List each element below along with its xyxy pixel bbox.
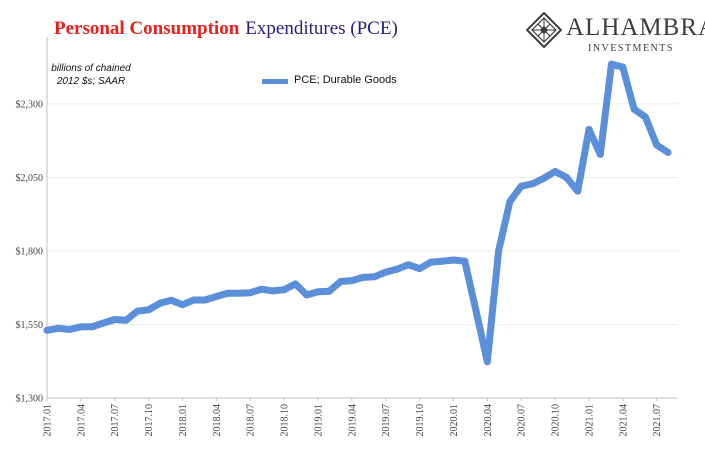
data-point bbox=[359, 273, 367, 281]
data-point bbox=[179, 301, 186, 309]
data-point bbox=[167, 296, 175, 304]
data-point bbox=[608, 60, 615, 68]
data-point bbox=[483, 358, 491, 366]
x-tick-label: 2017.10 bbox=[144, 404, 155, 437]
data-point bbox=[133, 307, 141, 315]
data-point bbox=[291, 280, 299, 288]
data-point bbox=[145, 306, 153, 314]
data-point bbox=[280, 286, 288, 294]
legend-label: PCE; Durable Goods bbox=[294, 74, 397, 86]
data-point bbox=[258, 285, 265, 293]
x-tick-label: 2019.04 bbox=[347, 404, 358, 437]
data-point bbox=[269, 287, 277, 295]
data-point bbox=[562, 173, 570, 181]
y-tick-label: $1,550 bbox=[16, 320, 44, 331]
logo-subtitle: INVESTMENTS bbox=[588, 43, 674, 54]
data-point bbox=[54, 324, 62, 332]
data-point bbox=[404, 261, 412, 269]
data-point bbox=[325, 287, 333, 295]
data-point bbox=[574, 187, 582, 195]
data-point bbox=[314, 288, 322, 296]
data-point bbox=[472, 307, 480, 315]
data-point bbox=[630, 105, 638, 113]
logo-name: ALHAMBRA bbox=[566, 14, 705, 41]
data-point bbox=[100, 319, 107, 327]
data-point bbox=[619, 63, 627, 71]
data-point bbox=[517, 182, 525, 190]
data-point bbox=[122, 316, 130, 324]
y-tick-label: $2,050 bbox=[16, 173, 44, 184]
data-point bbox=[246, 289, 254, 297]
x-tick-label: 2021.01 bbox=[584, 404, 595, 437]
data-point bbox=[235, 289, 243, 297]
y-tick-label: $2,300 bbox=[16, 99, 44, 110]
x-tick-label: 2020.10 bbox=[551, 404, 562, 437]
data-point bbox=[495, 247, 503, 255]
data-point bbox=[201, 296, 209, 304]
data-point bbox=[190, 296, 198, 304]
data-point bbox=[596, 150, 604, 158]
data-point bbox=[393, 265, 401, 273]
data-point bbox=[438, 257, 446, 265]
x-tick-label: 2017.07 bbox=[110, 404, 121, 437]
data-point bbox=[66, 326, 74, 333]
y-axis-unit-note: billions of chained 2012 $s; SAAR bbox=[51, 63, 131, 87]
data-point bbox=[111, 316, 119, 323]
data-point bbox=[416, 265, 424, 273]
data-point bbox=[641, 113, 649, 121]
data-point bbox=[212, 293, 220, 300]
data-point bbox=[88, 323, 96, 331]
title-part-red: Personal Consumption bbox=[54, 18, 240, 39]
x-tick-label: 2021.07 bbox=[652, 404, 663, 437]
title-part-navy: Expenditures (PCE) bbox=[245, 18, 398, 39]
data-point bbox=[77, 323, 85, 331]
data-point bbox=[664, 148, 672, 156]
chart-title: Personal Consumption Expenditures (PCE) bbox=[54, 18, 398, 40]
alhambra-logo: ALHAMBRA INVESTMENTS bbox=[526, 10, 705, 54]
data-point bbox=[461, 257, 469, 265]
data-point bbox=[585, 125, 593, 133]
data-point bbox=[370, 273, 378, 281]
x-tick-label: 2018.01 bbox=[178, 404, 189, 437]
data-point bbox=[450, 256, 457, 264]
x-tick-label: 2020.04 bbox=[483, 404, 494, 437]
data-point bbox=[156, 299, 164, 307]
x-tick-label: 2018.10 bbox=[280, 404, 291, 437]
x-tick-label: 2018.04 bbox=[212, 404, 223, 437]
data-point bbox=[653, 141, 661, 149]
data-point bbox=[348, 277, 356, 285]
x-tick-label: 2017.01 bbox=[43, 404, 54, 437]
data-point bbox=[382, 268, 390, 276]
y-tick-label: $1,300 bbox=[16, 394, 44, 405]
data-point bbox=[337, 278, 345, 285]
alhambra-diamond-lattice-icon bbox=[526, 12, 562, 48]
x-tick-label: 2021.04 bbox=[618, 404, 629, 437]
x-tick-label: 2020.07 bbox=[517, 404, 528, 437]
data-point bbox=[427, 258, 435, 266]
x-tick-label: 2019.07 bbox=[381, 404, 392, 437]
x-tick-label: 2017.04 bbox=[76, 404, 87, 437]
data-point bbox=[43, 326, 51, 334]
data-point bbox=[506, 198, 514, 205]
x-tick-label: 2020.01 bbox=[449, 404, 460, 437]
data-point bbox=[551, 168, 559, 175]
y-tick-label: $1,800 bbox=[16, 246, 44, 257]
x-tick-label: 2019.01 bbox=[313, 404, 324, 437]
series-line-pce-durable-goods bbox=[43, 60, 672, 366]
data-point bbox=[529, 180, 536, 188]
legend-swatch bbox=[262, 79, 288, 84]
x-tick-label: 2019.10 bbox=[415, 404, 426, 437]
x-tick-label: 2018.07 bbox=[246, 404, 257, 437]
data-point bbox=[540, 174, 548, 182]
data-point bbox=[303, 291, 311, 299]
data-point bbox=[224, 289, 232, 297]
